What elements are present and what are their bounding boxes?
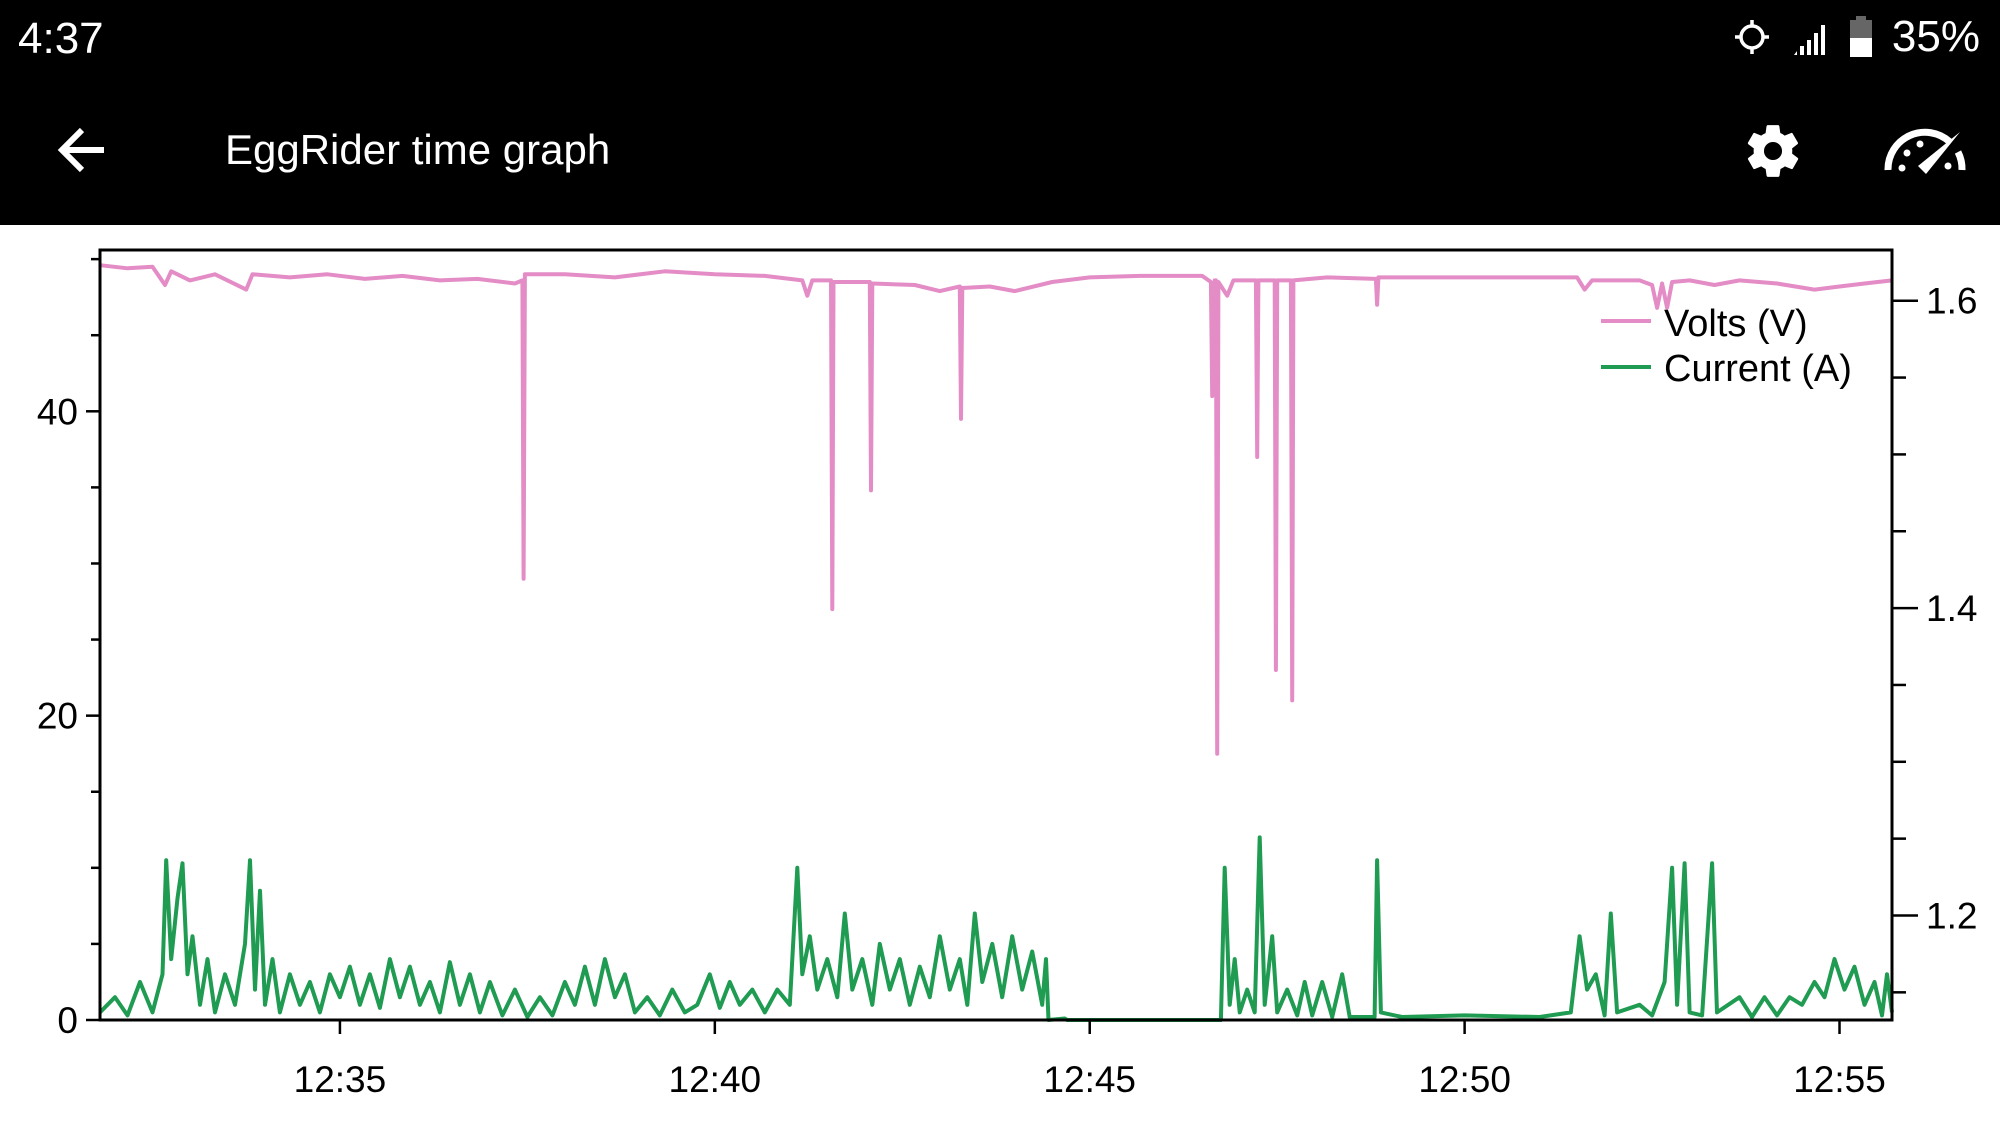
left-tick-label: 20: [37, 696, 78, 737]
right-tick-label: 1.2: [1926, 895, 1977, 936]
x-tick-label: 12:45: [1043, 1059, 1136, 1100]
legend-label-current: Current (A): [1664, 348, 1852, 390]
x-tick-label: 12:55: [1793, 1059, 1886, 1100]
arrow-back-icon[interactable]: [52, 120, 112, 180]
signal-icon: [1793, 25, 1825, 55]
page-title: EggRider time graph: [225, 126, 611, 173]
status-icons: 35%: [1732, 12, 1980, 62]
left-tick-label: 0: [57, 1000, 78, 1041]
left-tick-label: 40: [37, 391, 78, 432]
series-line-volts: [99, 263, 1893, 756]
right-tick-label: 1.6: [1926, 281, 1977, 322]
speedometer-icon[interactable]: [1880, 120, 1970, 180]
series-line-current: [98, 835, 1894, 1022]
plot-frame: [98, 248, 1894, 1022]
legend: Volts (V) Current (A): [1601, 303, 1852, 390]
top-bar: 4:37 35% EggRider time graph: [0, 0, 2000, 225]
x-tick-label: 12:50: [1418, 1059, 1511, 1100]
x-tick-label: 12:40: [669, 1059, 762, 1100]
battery-percent: 35%: [1891, 12, 1980, 61]
battery-icon: [1849, 16, 1872, 57]
legend-label-volts: Volts (V): [1664, 303, 1808, 345]
location-icon: [1734, 20, 1769, 54]
x-tick-label: 12:35: [294, 1059, 387, 1100]
status-time: 4:37: [18, 14, 104, 63]
gear-icon[interactable]: [1742, 120, 1804, 182]
right-tick-label: 1.4: [1926, 588, 1977, 629]
